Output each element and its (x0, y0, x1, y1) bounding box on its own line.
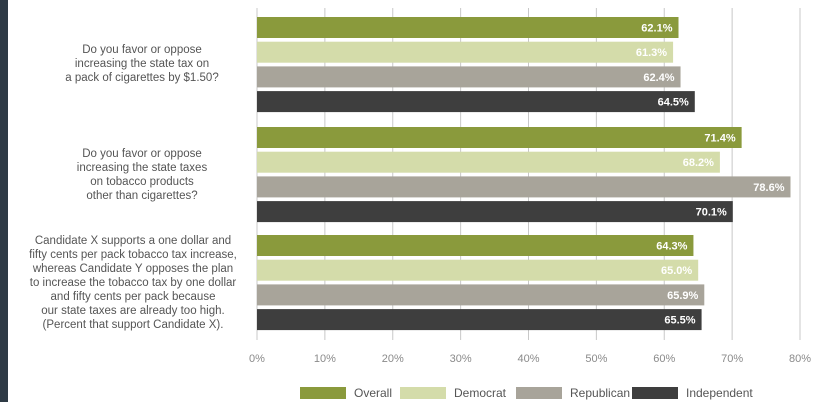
bar (257, 17, 679, 38)
x-tick-label: 0% (249, 353, 265, 365)
legend-swatch-overall (300, 387, 346, 399)
bar (257, 176, 791, 198)
bar (257, 235, 694, 256)
legend-item-republican: Republican (516, 386, 630, 400)
data-label: 70.1% (696, 207, 727, 219)
data-label: 62.1% (641, 23, 672, 35)
bar (257, 309, 702, 331)
legend-label-overall: Overall (354, 386, 393, 400)
x-tick-label: 60% (653, 353, 675, 365)
legend-label-democrat: Democrat (454, 386, 507, 400)
bar-chart: 0% 10% 20% 30% 40% 50% 60% 70% 80% 62.1% 61.3% 62.4… (249, 8, 811, 365)
data-label: 78.6% (753, 182, 784, 194)
x-tick-label: 50% (585, 353, 607, 365)
x-tick-label: 10% (314, 353, 336, 365)
bar (257, 201, 733, 223)
bar (257, 91, 695, 113)
legend-swatch-independent (632, 387, 678, 399)
chart-frame: 0% 10% 20% 30% 40% 50% 60% 70% 80% 62.1% 61.3% 62.4… (8, 0, 813, 402)
legend-item-independent: Independent (632, 386, 753, 400)
question-label-1: Do you favor or oppose increasing the st… (65, 44, 219, 84)
question-label-2: Do you favor or oppose increasing the st… (76, 148, 208, 202)
bar (257, 259, 699, 281)
legend-swatch-republican (516, 387, 562, 399)
x-tick-label: 30% (450, 353, 472, 365)
question-label-3: Candidate X supports a one dollar and fi… (29, 235, 237, 331)
legend: Overall Democrat Republican Independent (8, 386, 813, 402)
data-label: 61.3% (636, 47, 667, 59)
bar (257, 127, 742, 148)
legend-swatch-democrat (400, 387, 446, 399)
bar (257, 284, 705, 306)
data-label: 65.9% (667, 290, 698, 302)
data-label: 64.5% (658, 97, 689, 109)
bar (257, 151, 720, 173)
data-label: 64.3% (656, 241, 687, 253)
data-label: 68.2% (683, 157, 714, 169)
x-tick-label: 40% (517, 353, 539, 365)
legend-label-independent: Independent (686, 386, 753, 400)
bar (257, 66, 681, 88)
legend-label-republican: Republican (570, 386, 631, 400)
legend-item-democrat: Democrat (400, 386, 506, 400)
x-tick-label: 80% (789, 353, 811, 365)
legend-item-overall: Overall (300, 386, 392, 400)
bar (257, 41, 674, 63)
data-label: 65.0% (661, 265, 692, 277)
x-tick-label: 20% (382, 353, 404, 365)
x-tick-label: 70% (721, 353, 743, 365)
data-label: 65.5% (664, 315, 695, 327)
data-label: 71.4% (704, 133, 735, 145)
data-label: 62.4% (643, 72, 674, 84)
